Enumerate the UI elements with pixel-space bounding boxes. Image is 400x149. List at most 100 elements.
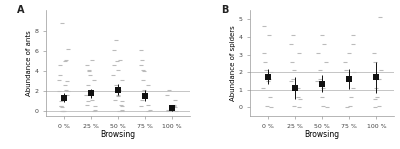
Point [372,97,379,100]
Point [115,94,121,96]
Point [83,104,90,106]
Point [295,87,302,89]
Point [140,89,147,91]
Point [165,110,172,112]
Point [346,52,353,54]
Point [350,43,356,45]
Point [57,105,64,107]
Point [343,69,349,72]
Point [291,104,297,107]
Point [111,64,118,66]
Point [57,74,64,76]
Point [268,106,274,109]
Point [377,16,384,19]
Point [83,94,90,96]
Point [370,52,377,54]
Point [350,34,356,36]
Point [86,70,93,72]
Point [61,60,68,62]
Point [58,106,65,108]
Point [267,96,273,98]
Point [116,89,123,91]
Point [113,90,119,92]
Point [344,106,350,109]
Point [119,105,125,107]
Point [347,104,354,107]
Point [56,90,62,92]
Point [90,110,97,112]
Point [262,60,268,63]
Point [142,94,149,96]
Point [141,70,147,72]
Point [84,100,91,102]
Point [62,84,68,86]
Point [92,109,98,111]
X-axis label: Browsing: Browsing [100,130,136,139]
Point [320,43,327,45]
Point [374,96,380,98]
Point [114,60,120,62]
Point [348,96,354,98]
Point [59,21,66,24]
Point [57,64,64,66]
Point [110,74,116,76]
Point [137,64,144,66]
Point [115,69,121,71]
Point [260,87,266,89]
Point [171,105,178,107]
Point [375,104,382,107]
Point [261,25,267,28]
Point [119,79,125,81]
Point [92,105,98,107]
Point [266,78,273,80]
Point [289,60,296,63]
Point [89,99,95,101]
Point [323,60,329,63]
Point [61,110,67,112]
Point [318,34,325,36]
Point [118,109,125,111]
Point [117,104,124,106]
Point [85,84,91,86]
Point [89,59,95,61]
Point [58,100,64,102]
Point [138,49,144,51]
Point [265,80,272,82]
Point [113,38,119,41]
Point [64,80,70,82]
Point [116,110,122,112]
Point [63,59,69,61]
Point [64,94,70,96]
Point [317,69,323,72]
Point [319,96,325,98]
Point [296,97,303,100]
Point [314,80,320,82]
Point [65,48,71,50]
Point [288,43,294,45]
Point [140,90,146,92]
Text: A: A [17,5,25,15]
Point [146,109,153,111]
Y-axis label: Abundance of spiders: Abundance of spiders [230,25,236,101]
Point [84,64,90,66]
Point [65,90,72,92]
Point [266,34,272,36]
Point [145,84,152,86]
Point [138,105,144,107]
Point [316,78,323,80]
Point [56,79,62,81]
Point [86,69,92,71]
Point [172,106,178,108]
Point [62,89,69,91]
Point [295,52,302,54]
Y-axis label: Abundance of ants: Abundance of ants [26,30,32,96]
Point [88,90,95,92]
Point [112,84,119,86]
Point [138,99,145,101]
Point [112,99,118,101]
Point [111,49,117,51]
Point [350,71,357,73]
Point [164,94,170,96]
Point [264,104,270,107]
Point [320,104,327,107]
